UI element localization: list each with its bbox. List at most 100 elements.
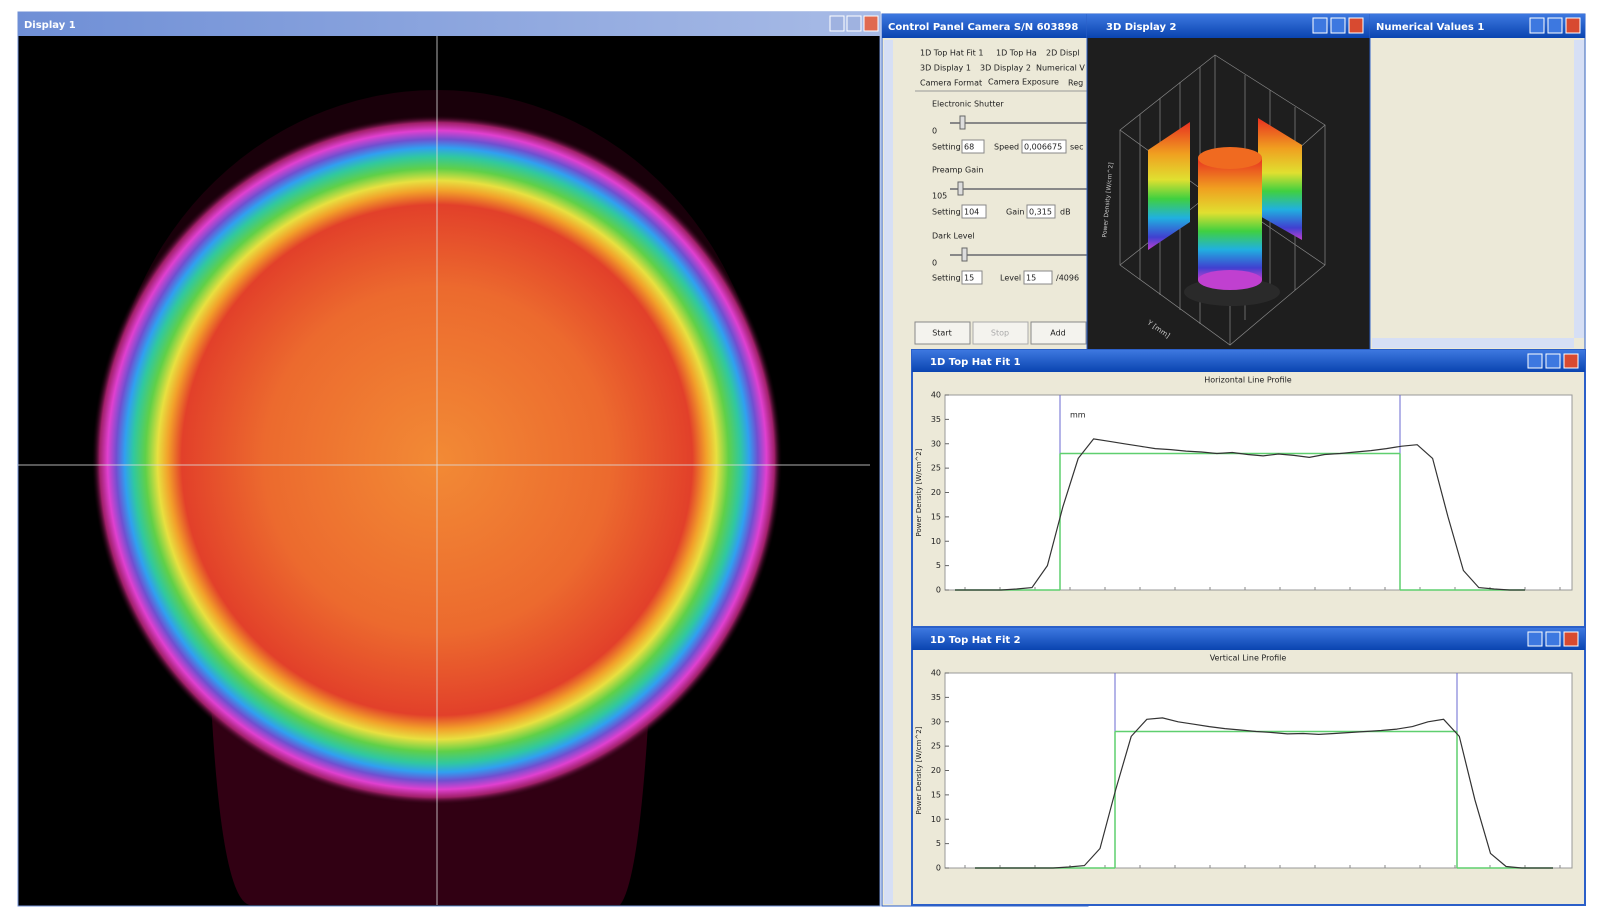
y-tick-label: 35 (931, 693, 941, 702)
display-window: Display 1 (17, 11, 881, 907)
close-button[interactable] (1563, 353, 1579, 369)
chart-title: Horizontal Line Profile (1204, 376, 1292, 385)
tab[interactable]: 1D Top Hat Fit 1 (920, 49, 983, 58)
input[interactable] (961, 139, 985, 154)
y-tick-label: 15 (931, 790, 941, 799)
y-tick-label: 25 (931, 742, 941, 751)
annotation: mm (1070, 411, 1086, 420)
field-label: Setting (932, 208, 961, 217)
y-tick-label: 10 (931, 537, 941, 546)
input-value: 15 (964, 274, 974, 283)
y-tick-label: 5 (936, 839, 941, 848)
field-label: Gain (1006, 208, 1024, 217)
y-tick-label: 15 (931, 512, 941, 521)
y-tick-label: 30 (931, 439, 941, 448)
profile-line (955, 438, 1525, 591)
scrollbar[interactable] (1574, 40, 1584, 338)
chart-title: Vertical Line Profile (1210, 654, 1287, 663)
y-tick-label: 40 (931, 669, 941, 678)
input[interactable] (961, 204, 987, 219)
display3d-window: 3D Display 2 Power Density [W/cm^2] Y [m… (1086, 13, 1371, 351)
window-title: Control Panel Camera S/N 603898 (888, 22, 1078, 33)
input-value: 15 (1026, 274, 1036, 283)
input[interactable] (961, 270, 983, 285)
profile-line (975, 717, 1553, 869)
scrollbar[interactable] (884, 40, 893, 904)
window-frame (1369, 13, 1586, 351)
slider-thumb[interactable] (957, 181, 964, 196)
start-button[interactable] (914, 321, 971, 345)
slider-thumb[interactable] (961, 247, 968, 262)
minimize-button[interactable] (1527, 353, 1543, 369)
tab[interactable]: Reg (1068, 79, 1083, 88)
group-label: Dark Level (932, 232, 975, 241)
plot-area (944, 672, 1573, 869)
maximize-button[interactable] (1545, 353, 1561, 369)
window-title: 3D Display 2 (1106, 22, 1176, 33)
tab[interactable]: Camera Format (920, 79, 982, 88)
y-axis-label: Power Density [W/cm^2] (915, 726, 923, 814)
group-label: Electronic Shutter (932, 100, 1004, 109)
tab[interactable]: Numerical V (1036, 64, 1085, 73)
tab[interactable]: 2D Displ (1046, 49, 1080, 58)
button-label: Stop (991, 329, 1009, 338)
y-tick-label: 10 (931, 815, 941, 824)
slider-min: 0 (932, 127, 937, 136)
maximize-button[interactable] (1547, 17, 1563, 34)
y-tick-label: 30 (931, 717, 941, 726)
y-tick-label: 40 (931, 391, 941, 400)
add-button[interactable] (1030, 321, 1087, 345)
minimize-button[interactable] (1529, 17, 1545, 34)
title-bar (912, 628, 1585, 650)
maximize-button[interactable] (1330, 17, 1346, 34)
field-label: Level (1000, 274, 1021, 283)
3d-surface (1258, 118, 1302, 240)
y-tick-label: 35 (931, 415, 941, 424)
minimize-button[interactable] (829, 15, 845, 32)
slider-min: 0 (932, 259, 937, 268)
group-label: Preamp Gain (932, 166, 983, 175)
y-tick-label: 20 (931, 766, 941, 775)
stop-button[interactable] (972, 321, 1029, 345)
3d-surface (1198, 147, 1262, 169)
window-title: Display 1 (24, 20, 76, 31)
minimize-button[interactable] (1527, 631, 1543, 647)
maximize-button[interactable] (1545, 631, 1561, 647)
field-label: Setting (932, 143, 961, 152)
y-tick-label: 0 (936, 586, 941, 595)
input[interactable] (1026, 204, 1056, 219)
input-value: 104 (964, 208, 979, 217)
scrollbar[interactable] (1372, 338, 1574, 348)
close-button[interactable] (1565, 17, 1581, 34)
input-value: 0,315 (1029, 208, 1052, 217)
close-button[interactable] (863, 15, 879, 32)
slider-min: 105 (932, 192, 947, 201)
tab[interactable]: 1D Top Ha (996, 49, 1037, 58)
title-bar (882, 14, 1088, 38)
title-bar (18, 12, 880, 36)
button-label: Start (932, 329, 952, 338)
tab[interactable]: 3D Display 1 (920, 64, 971, 73)
minimize-button[interactable] (1312, 17, 1328, 34)
y-tick-label: 5 (936, 561, 941, 570)
numerical-window: Numerical Values 1 (1369, 13, 1586, 351)
window-title: 1D Top Hat Fit 2 (930, 635, 1021, 646)
input[interactable] (1021, 139, 1067, 154)
3d-surface (1198, 158, 1262, 280)
field-label: Setting (932, 274, 961, 283)
tab[interactable]: Camera Exposure (988, 78, 1059, 87)
input-value: 0,006675 (1024, 143, 1062, 152)
input[interactable] (1023, 270, 1053, 285)
slider-thumb[interactable] (959, 115, 966, 130)
3d-surface (1148, 122, 1190, 250)
unit: /4096 (1056, 274, 1079, 283)
maximize-button[interactable] (846, 15, 862, 32)
tab[interactable]: 3D Display 2 (980, 64, 1031, 73)
unit: sec (1070, 143, 1084, 152)
profile-windows: 1D Top Hat Fit 1 Horizontal Line Profile 0… (911, 349, 1586, 906)
close-button[interactable] (1348, 17, 1364, 34)
button-label: Add (1050, 329, 1066, 338)
input-value: 68 (964, 143, 974, 152)
close-button[interactable] (1563, 631, 1579, 647)
window-title: 1D Top Hat Fit 1 (930, 357, 1021, 368)
